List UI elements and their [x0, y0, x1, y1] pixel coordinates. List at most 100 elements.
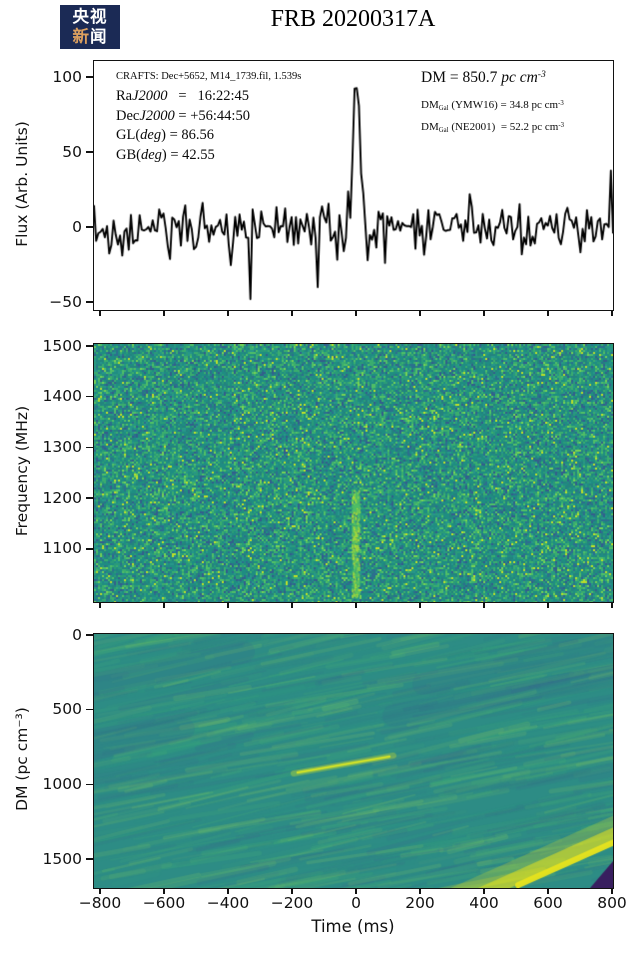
dm-tick-label: 0: [72, 625, 82, 644]
time-tick-mark: [419, 310, 421, 316]
time-tick-mark: [419, 888, 421, 894]
flux-trace-canvas: [94, 61, 613, 310]
time-tick-mark: [99, 310, 101, 316]
annotation-segment: deg: [140, 127, 162, 143]
dm-time-panel: [93, 633, 614, 889]
obs-line-0: CRAFTS: Dec+5652, M14_1739.fil, 1.539s: [116, 69, 301, 84]
frequency-tick-mark: [86, 345, 93, 347]
dm-tick-mark: [86, 783, 93, 786]
time-tick-mark: [227, 888, 229, 894]
frequency-tick-label: 1300: [42, 437, 82, 456]
time-tick-mark: [355, 602, 357, 608]
flux-tick-mark: [86, 226, 93, 228]
time-tick-mark: [611, 310, 613, 316]
time-tick-mark: [547, 310, 549, 316]
time-tick-mark: [483, 888, 485, 894]
time-tick-mark: [99, 888, 101, 894]
time-tick-mark: [547, 602, 549, 608]
flux-tick-label: −50: [49, 292, 82, 311]
annotation-segment: Ra: [116, 88, 133, 104]
frequency-tick-label: 1500: [42, 336, 82, 355]
flux-panel: CRAFTS: Dec+5652, M14_1739.fil, 1.539s Ra…: [93, 60, 614, 311]
annotation-segment: GB(: [116, 146, 141, 163]
annotation-segment: deg: [140, 146, 162, 163]
time-tick-mark: [163, 310, 165, 316]
time-tick-mark: [547, 888, 549, 894]
dm-axis-label: DM (pc cm⁻³): [13, 707, 31, 811]
dm-tick-label: 500: [52, 700, 82, 719]
annotation-segment: DM: [421, 99, 439, 111]
time-tick-label: −200: [270, 894, 314, 912]
time-tick-mark: [611, 602, 613, 608]
dm-line-0: DM = 850.7 pc cm-3: [421, 68, 564, 89]
time-tick-mark: [483, 310, 485, 316]
time-tick-mark: [355, 310, 357, 316]
time-tick-mark: [611, 888, 613, 894]
dm-tick-label: 1000: [42, 774, 82, 793]
frequency-tick-mark: [86, 497, 93, 499]
annotation-segment: -3: [558, 121, 565, 129]
figure-title: FRB 20200317A: [270, 6, 436, 32]
time-tick-mark: [419, 602, 421, 608]
time-tick-mark: [227, 310, 229, 316]
frequency-tick-mark: [86, 446, 93, 449]
annotation-segment: Dec: [116, 107, 140, 124]
frequency-tick-label: 1400: [42, 387, 82, 406]
time-tick-mark: [483, 602, 485, 608]
time-tick-mark: [227, 602, 229, 608]
obs-line-2: DecJ2000 = +56:44:50: [116, 107, 301, 127]
time-tick-mark: [163, 888, 165, 894]
annotation-segment: (NE2001) = 52.2 pc cm: [448, 121, 559, 133]
annotation-segment: = 16:22:45: [167, 88, 250, 104]
dm-tick-label: 1500: [42, 849, 82, 868]
flux-tick-label: 0: [72, 217, 82, 236]
annotation-segment: = +56:44:50: [174, 107, 250, 124]
flux-tick-label: 100: [52, 67, 82, 86]
frequency-tick-mark: [86, 395, 93, 398]
time-tick-mark: [355, 888, 357, 894]
time-tick-label: 0: [351, 894, 361, 912]
logo-line1: 央视: [72, 7, 108, 26]
frequency-waterfall-canvas: [94, 344, 613, 602]
time-tick-mark: [99, 602, 101, 608]
time-tick-label: −400: [206, 894, 250, 912]
frequency-tick-label: 1100: [42, 539, 82, 558]
frequency-waterfall-panel: [93, 343, 614, 603]
annotation-segment: J2000: [139, 107, 175, 124]
annotation-segment: DM: [421, 121, 439, 133]
annotation-segment: DM = 850.7: [421, 69, 502, 86]
logo-accent-char: 新: [72, 27, 90, 46]
annotation-segment: -3: [558, 99, 564, 107]
time-axis-label: Time (ms): [311, 917, 395, 936]
annotation-segment: ) = 42.55: [161, 146, 215, 163]
flux-tick-mark: [86, 76, 93, 78]
flux-tick-mark: [86, 301, 93, 303]
flux-tick-label: 50: [62, 142, 82, 161]
obs-line-1: RaJ2000 = 16:22:45: [116, 87, 301, 107]
frequency-tick-mark: [86, 548, 93, 550]
dm-annotation: DM = 850.7 pc cm-3 DMGal (YMW16) = 34.8 p…: [421, 68, 564, 139]
time-tick-label: −600: [142, 894, 186, 912]
logo-line2: 新闻: [73, 27, 108, 47]
annotation-segment: CRAFTS: Dec+5652, M14_1739.fil, 1.539s: [116, 71, 302, 82]
annotation-segment: pc cm: [501, 69, 538, 86]
observation-annotation: CRAFTS: Dec+5652, M14_1739.fil, 1.539s Ra…: [116, 66, 301, 165]
logo-white-char: 闻: [90, 27, 108, 46]
frequency-tick-label: 1200: [42, 488, 82, 507]
time-tick-label: 400: [469, 894, 499, 912]
annotation-segment: (YMW16) = 34.8 pc cm: [448, 99, 559, 111]
dm-line-1: DMGal (YMW16) = 34.8 pc cm-3: [421, 95, 564, 117]
annotation-segment: Gal: [438, 127, 449, 135]
time-tick-label: 800: [597, 894, 627, 912]
annotation-segment: -3: [537, 69, 546, 81]
flux-tick-mark: [86, 151, 93, 153]
dm-line-2: DMGal (NE2001) = 52.2 pc cm-3: [421, 117, 564, 139]
time-tick-mark: [291, 888, 293, 894]
frequency-axis-label: Frequency (MHz): [13, 405, 31, 537]
annotation-segment: ) = 86.56: [161, 127, 214, 143]
dm-tick-mark: [86, 708, 93, 711]
time-tick-mark: [163, 602, 165, 608]
annotation-segment: J2000: [132, 88, 168, 104]
annotation-segment: Gal: [438, 105, 449, 113]
